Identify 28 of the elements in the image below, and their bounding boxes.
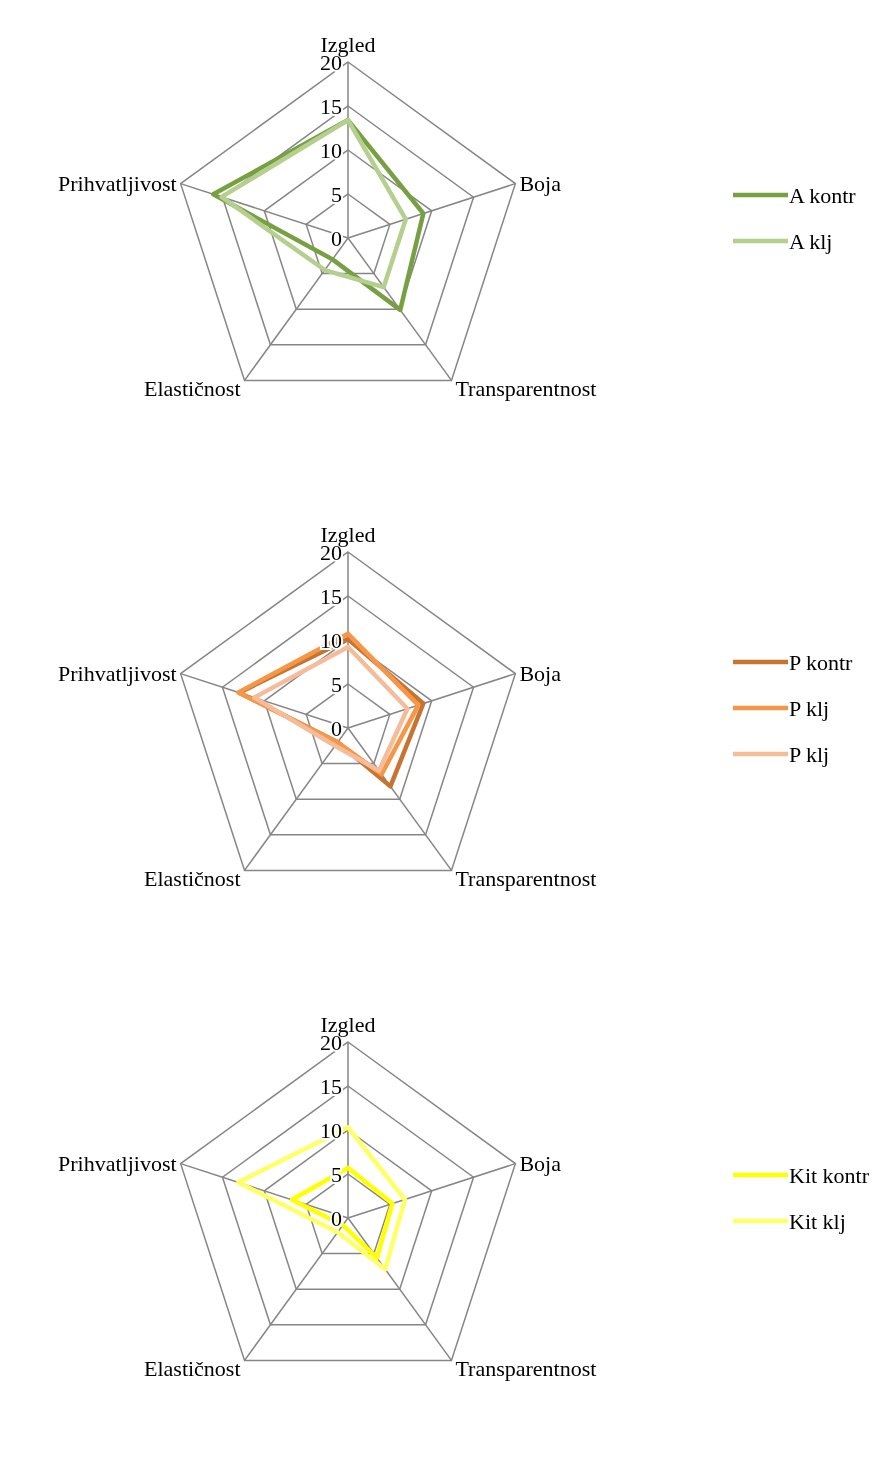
- spoke-label: Transparentnost: [455, 866, 597, 892]
- y-tick-label: 0: [331, 716, 342, 741]
- legend-label: P klj: [789, 742, 830, 767]
- spoke-label: Transparentnost: [455, 1356, 597, 1382]
- spoke-label: Elastičnost: [144, 1356, 241, 1382]
- spoke-label: Boja: [519, 170, 562, 196]
- spoke-label: Elastičnost: [144, 376, 241, 402]
- spoke-label: Prihvatljivost: [58, 170, 177, 196]
- legend-label: A kontr: [789, 183, 857, 208]
- y-tick-label: 0: [331, 226, 342, 251]
- legend-label: Kit kontr: [789, 1163, 870, 1188]
- y-tick-label: 15: [320, 584, 342, 609]
- spoke-label: Boja: [519, 1150, 562, 1176]
- y-tick-label: 5: [331, 672, 342, 697]
- legend-label: Kit klj: [789, 1209, 846, 1234]
- spoke-label: Elastičnost: [144, 866, 241, 892]
- spoke-label: Transparentnost: [455, 376, 597, 402]
- y-tick-label: 0: [331, 1206, 342, 1231]
- y-tick-label: 10: [320, 138, 342, 163]
- spoke-label: Boja: [519, 660, 562, 686]
- y-tick-label: 5: [331, 182, 342, 207]
- legend-label: A klj: [789, 229, 833, 254]
- spoke-label: Prihvatljivost: [58, 660, 177, 686]
- y-tick-label: 15: [320, 94, 342, 119]
- legend-label: P klj: [789, 696, 830, 721]
- y-tick-label: 15: [320, 1074, 342, 1099]
- spoke-label: Prihvatljivost: [58, 1150, 177, 1176]
- legend-label: P kontr: [789, 650, 854, 675]
